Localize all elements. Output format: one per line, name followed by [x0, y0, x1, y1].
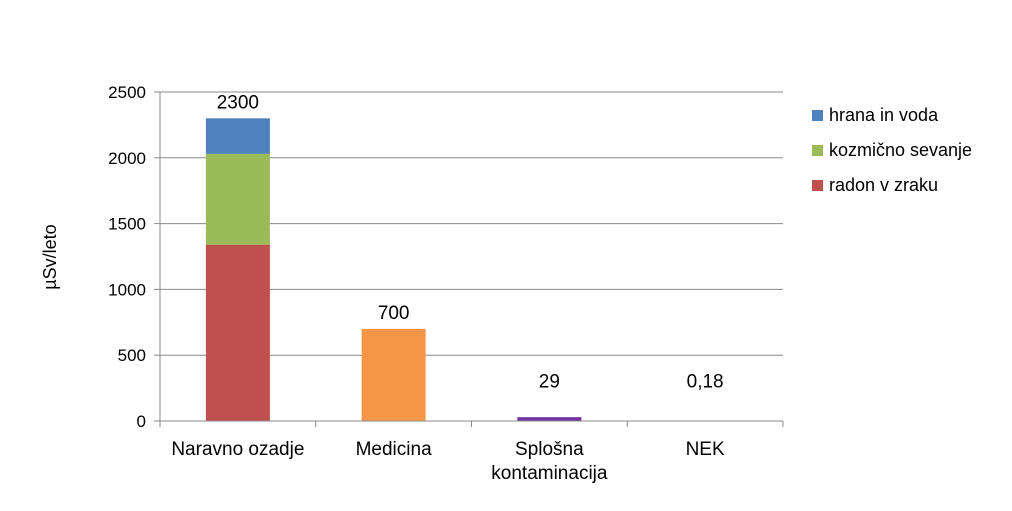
- bar-segment: [361, 328, 426, 421]
- bar-segment: [517, 417, 582, 421]
- legend-swatch: [812, 145, 823, 156]
- y-tick-label: 1000: [108, 280, 146, 299]
- y-tick-label: 1500: [108, 215, 146, 234]
- x-tick-label: NEK: [686, 439, 725, 460]
- y-tick-label: 0: [137, 412, 146, 431]
- x-tick-labels: Naravno ozadje Medicina Splošna kontaminaci…: [171, 439, 725, 484]
- data-labels: 2300 700 29 0,18: [217, 92, 724, 392]
- axes: [159, 92, 784, 427]
- bar-segment: [205, 118, 270, 154]
- legend-label: hrana in voda: [829, 105, 939, 125]
- data-label: 0,18: [687, 371, 724, 392]
- y-tick-label: 2500: [108, 83, 146, 102]
- legend-swatch: [812, 110, 823, 121]
- legend-item: hrana in voda: [812, 98, 972, 133]
- y-tick-label: 2000: [108, 149, 146, 168]
- data-label: 700: [378, 303, 410, 324]
- y-tick-label: 500: [118, 346, 146, 365]
- y-tick-labels: 0 500 1000 1500 2000 2500: [108, 83, 146, 431]
- legend-item: radon v zraku: [812, 168, 972, 203]
- legend-label: radon v zraku: [829, 175, 939, 195]
- bar-segment: [205, 244, 270, 421]
- x-tick-label: kontaminacija: [491, 463, 608, 484]
- x-tick-label: Splošna: [515, 439, 584, 460]
- legend-label: kozmično sevanje: [829, 140, 973, 160]
- legend-swatch: [812, 180, 823, 191]
- legend: hrana in voda kozmično sevanje radon v zra…: [812, 98, 972, 203]
- data-label: 2300: [217, 92, 259, 113]
- legend-item: kozmično sevanje: [812, 133, 972, 168]
- bar-segment: [205, 153, 270, 245]
- x-tick-label: Medicina: [356, 439, 432, 460]
- bars: [205, 118, 738, 421]
- data-label: 29: [539, 371, 560, 392]
- x-tick-label: Naravno ozadje: [171, 439, 304, 460]
- y-axis-title: µSv/leto: [40, 224, 60, 289]
